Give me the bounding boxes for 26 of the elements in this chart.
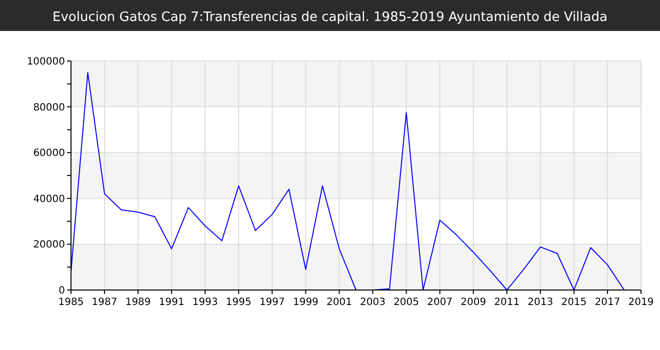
x-tick-label: 1999	[292, 297, 318, 308]
y-tick-label: 100000	[26, 56, 65, 68]
x-tick-label: 2011	[494, 297, 520, 308]
x-tick-label: 1995	[226, 297, 252, 308]
y-tick-label: 80000	[33, 102, 65, 114]
x-tick-label: 1997	[259, 297, 285, 308]
x-tick-label: 2003	[360, 297, 386, 308]
chart-title: Evolucion Gatos Cap 7:Transferencias de capital. 1985-2019 Ayuntamiento de Villada	[52, 10, 608, 25]
y-tick-label: 60000	[33, 148, 65, 160]
x-tick-label: 2015	[561, 297, 587, 308]
line-series	[70, 72, 625, 290]
x-tick-label: 1985	[58, 297, 84, 308]
x-tick-label: 1993	[192, 297, 218, 308]
x-tick-label: 2009	[460, 297, 486, 308]
y-tick-label: 0	[58, 286, 65, 296]
x-tick-label: 1987	[92, 297, 118, 308]
y-tick-label: 20000	[33, 240, 65, 251]
x-tick-label: 2017	[594, 297, 620, 308]
x-tick-label: 1989	[125, 297, 151, 308]
y-tick-label: 40000	[33, 194, 65, 205]
x-tick-label: 2001	[326, 297, 352, 308]
x-tick-label: 2013	[528, 297, 554, 308]
x-tick-label: 2005	[394, 297, 420, 308]
x-tick-label: 2007	[427, 297, 453, 308]
x-tick-label: 2019	[628, 297, 654, 308]
x-tick-label: 1991	[158, 297, 184, 308]
